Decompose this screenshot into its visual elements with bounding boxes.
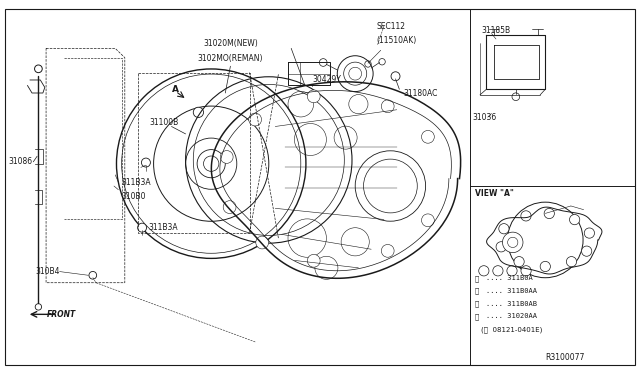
Text: Ⓑ: Ⓑ <box>475 288 479 294</box>
Text: FRONT: FRONT <box>47 310 76 319</box>
Circle shape <box>223 201 236 214</box>
Text: SEC112: SEC112 <box>376 22 405 31</box>
Circle shape <box>89 272 97 279</box>
Circle shape <box>138 223 147 232</box>
Circle shape <box>514 257 524 267</box>
Text: (11510AK): (11510AK) <box>376 36 417 45</box>
Text: 31086: 31086 <box>8 157 33 166</box>
Circle shape <box>479 266 489 276</box>
Text: A: A <box>172 85 179 94</box>
Circle shape <box>521 211 531 221</box>
Circle shape <box>507 266 517 276</box>
Circle shape <box>220 151 233 163</box>
Text: 31180AC: 31180AC <box>403 89 438 97</box>
Circle shape <box>307 254 320 267</box>
Text: .... 31020AA: .... 31020AA <box>486 313 538 319</box>
Circle shape <box>502 232 523 253</box>
Text: 311B3A: 311B3A <box>148 223 178 232</box>
Text: 31100B: 31100B <box>149 118 179 127</box>
Text: 3102MO(REMAN): 3102MO(REMAN) <box>197 54 262 63</box>
Circle shape <box>193 107 204 118</box>
Circle shape <box>570 215 580 225</box>
Circle shape <box>141 158 150 167</box>
Circle shape <box>422 214 435 227</box>
Circle shape <box>521 266 531 276</box>
Circle shape <box>422 131 435 143</box>
Circle shape <box>512 93 520 100</box>
Circle shape <box>493 266 503 276</box>
Text: VIEW "A": VIEW "A" <box>475 189 514 198</box>
Text: .... 311B0AB: .... 311B0AB <box>486 301 538 307</box>
Text: Ⓐ: Ⓐ <box>475 275 479 282</box>
Text: .... 311B0AA: .... 311B0AA <box>486 288 538 294</box>
Text: 311B3A: 311B3A <box>122 178 151 187</box>
Text: .... 311B0A: .... 311B0A <box>486 275 533 281</box>
Text: 31020M(NEW): 31020M(NEW) <box>204 39 259 48</box>
Text: 30429Y: 30429Y <box>312 76 341 84</box>
Circle shape <box>381 244 394 257</box>
Circle shape <box>544 208 554 219</box>
Text: 310B0: 310B0 <box>122 192 146 201</box>
Circle shape <box>391 72 400 81</box>
Text: Ⓜ: Ⓜ <box>475 300 479 307</box>
Circle shape <box>249 113 262 126</box>
Circle shape <box>566 257 577 267</box>
Text: 310B4: 310B4 <box>35 267 60 276</box>
Text: (⒱  08121-0401E): (⒱ 08121-0401E) <box>481 326 543 333</box>
Circle shape <box>307 90 320 103</box>
Circle shape <box>256 236 269 249</box>
Circle shape <box>540 262 550 272</box>
Text: 31036: 31036 <box>472 113 497 122</box>
Circle shape <box>584 228 595 238</box>
Circle shape <box>582 246 592 256</box>
Circle shape <box>499 224 509 234</box>
Circle shape <box>381 100 394 113</box>
Text: 31185B: 31185B <box>481 26 511 35</box>
Circle shape <box>496 242 506 252</box>
Text: Ⓒ: Ⓒ <box>475 313 479 320</box>
Text: R3100077: R3100077 <box>545 353 585 362</box>
